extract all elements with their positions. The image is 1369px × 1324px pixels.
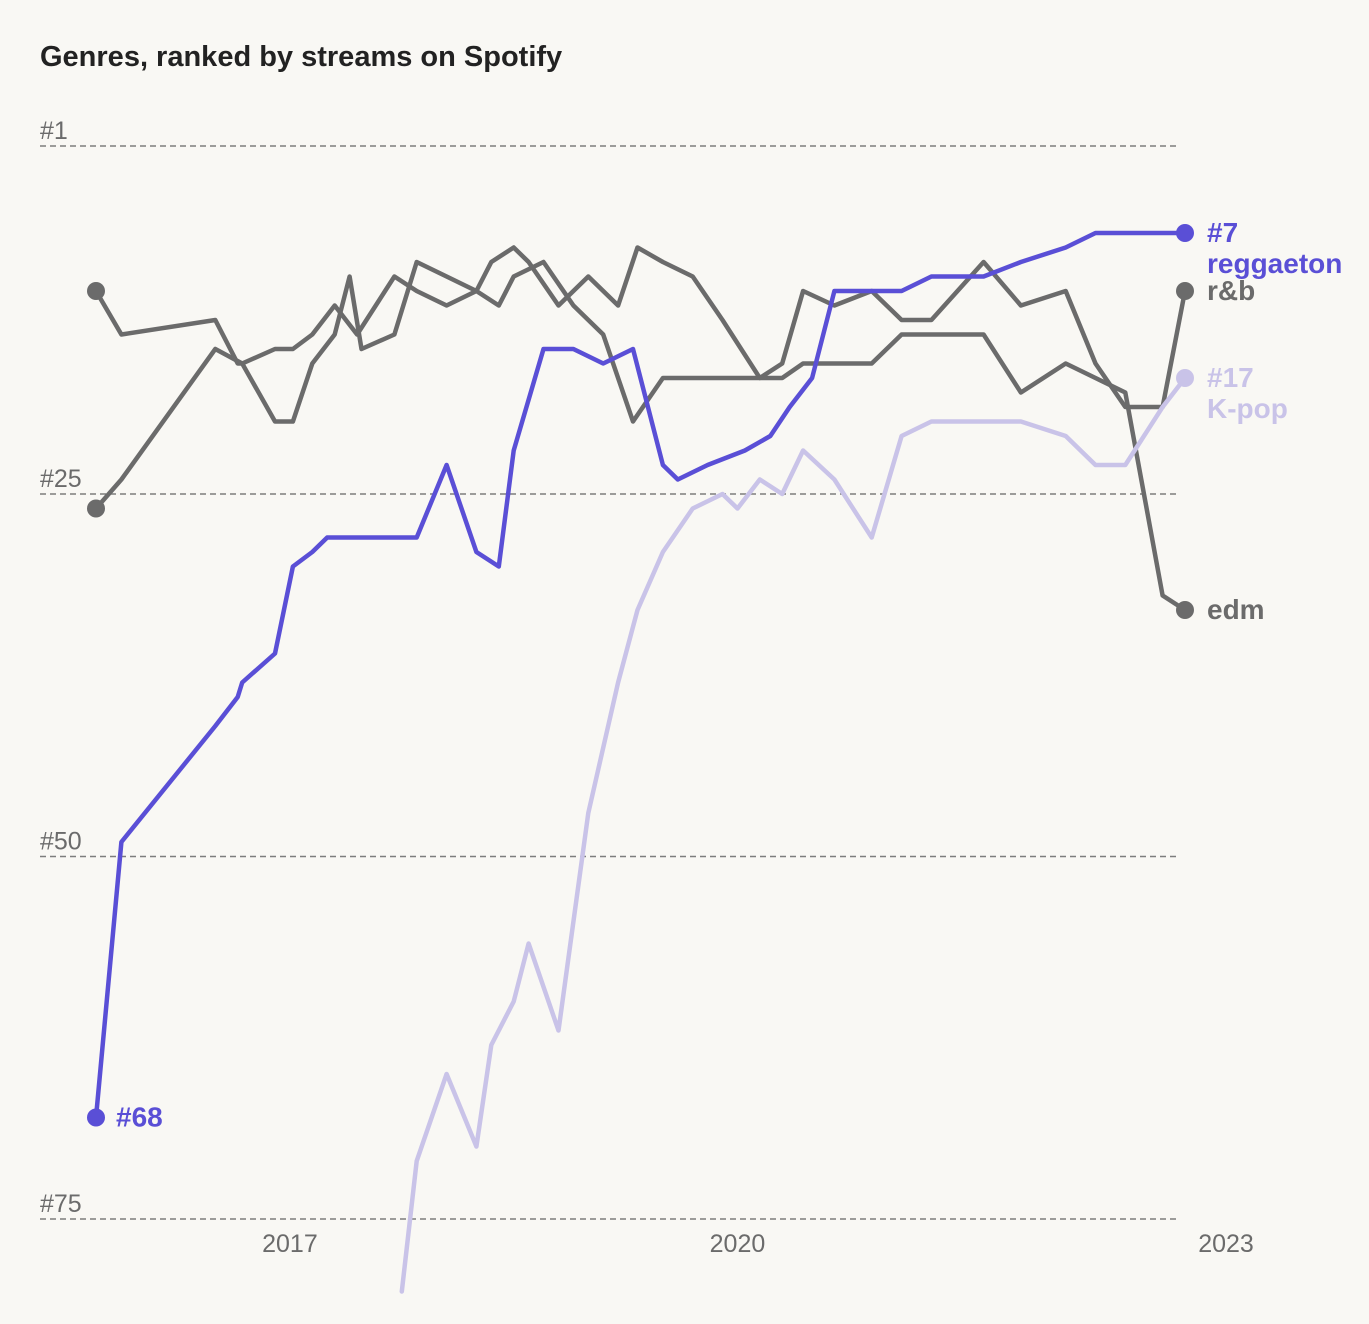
start-marker-edm [87, 499, 105, 518]
chart-title: Genres, ranked by streams on Spotify [40, 41, 562, 73]
end-name-label-edm: edm [1207, 594, 1265, 625]
end-marker-edm [1176, 601, 1194, 619]
y-tick-label: #25 [40, 465, 82, 493]
series-line-reggaeton [93, 230, 1188, 1120]
x-tick-label: 2023 [1198, 1230, 1254, 1258]
start-rank-label-reggaeton: #68 [116, 1102, 163, 1133]
gridlines [40, 145, 1176, 1220]
x-tick-label: 2020 [710, 1230, 766, 1258]
series-line-edm [93, 259, 1188, 613]
series-markers [87, 224, 1194, 1127]
end-rank-label-k-pop: #17 [1207, 362, 1254, 393]
y-tick-label: #50 [40, 828, 82, 856]
y-tick-label: #1 [40, 117, 68, 145]
end-name-label-reggaeton: reggaeton [1207, 248, 1342, 279]
y-axis-ticks: #1 #25 #50 #75 [40, 117, 82, 1218]
start-marker-reggaeton [87, 1108, 105, 1127]
end-marker-r-b [1176, 282, 1194, 300]
x-tick-label: 2017 [262, 1230, 318, 1258]
end-name-label-k-pop: K-pop [1207, 393, 1288, 424]
end-name-label-r-b: r&b [1207, 275, 1255, 306]
end-marker-reggaeton [1176, 224, 1194, 242]
end-rank-label-reggaeton: #7 [1207, 217, 1238, 248]
y-tick-label: #75 [40, 1190, 82, 1218]
series-line-r-b [93, 245, 1188, 424]
start-marker-r-b [87, 282, 105, 300]
series-line-k-pop [399, 375, 1188, 1294]
end-marker-k-pop [1176, 369, 1194, 387]
series-lines [93, 230, 1188, 1294]
x-axis-ticks: 2017 2020 2023 [262, 1230, 1254, 1258]
